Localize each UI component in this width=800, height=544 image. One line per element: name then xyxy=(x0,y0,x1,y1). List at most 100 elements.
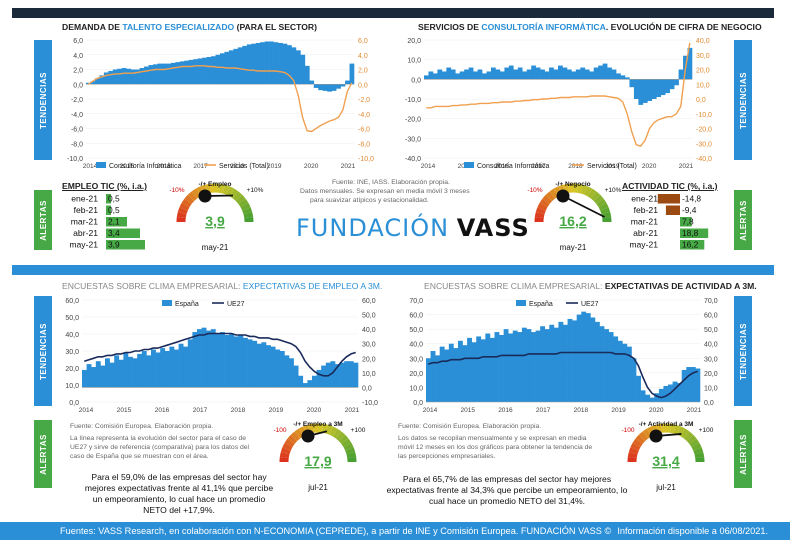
bar xyxy=(211,56,216,85)
bar xyxy=(82,369,87,388)
table-month: may-21 xyxy=(69,240,98,250)
bar xyxy=(206,330,212,388)
gauge-value: 31,4 xyxy=(652,453,679,469)
bar xyxy=(432,73,438,80)
bar xyxy=(645,394,651,402)
bar xyxy=(450,69,456,80)
y-left-tick: 0,0 xyxy=(411,77,421,84)
bar xyxy=(322,84,328,91)
bar xyxy=(540,326,546,402)
bar xyxy=(151,349,156,388)
gauge-segment xyxy=(669,423,676,434)
y-left-tick: 60,0 xyxy=(409,313,423,320)
table-bar xyxy=(106,228,140,238)
legend-label: Servicios (Total) xyxy=(587,163,637,170)
bar xyxy=(284,355,290,388)
gauge-empleo: -/+ Empleo -10% +10% 3,9 may-21 xyxy=(169,181,263,252)
bar xyxy=(135,69,140,85)
bar xyxy=(473,71,478,80)
bar xyxy=(642,79,648,103)
bar xyxy=(170,62,176,85)
bar xyxy=(269,41,274,85)
bar xyxy=(513,69,519,80)
bar xyxy=(593,67,599,80)
bar xyxy=(663,385,669,402)
gauge-segment xyxy=(689,438,700,448)
x-tick: 2016 xyxy=(494,163,509,170)
legend-swatch-bars xyxy=(464,162,474,168)
x-tick: 2014 xyxy=(421,163,436,170)
actividad-tic-table: ene-21 -14,8 feb-21 -9,4 mar-21 7,8 abr-21 18,8… xyxy=(629,194,709,250)
bar xyxy=(424,75,429,80)
bar xyxy=(130,69,136,85)
y-right-tick: 10,0 xyxy=(704,385,718,392)
bar xyxy=(531,332,536,402)
empleo-tic-header: EMPLEO TIC (%, i.a.) xyxy=(62,181,147,191)
bar xyxy=(654,393,660,402)
table-month: abr-21 xyxy=(633,228,658,238)
gauge-segment xyxy=(628,447,639,455)
y-right-tick: -40,0 xyxy=(696,156,712,163)
bar xyxy=(178,343,184,388)
y-right-tick: 50,0 xyxy=(362,313,376,320)
top-bar xyxy=(12,8,774,18)
gauge-segment xyxy=(232,191,243,202)
table-month: feb-21 xyxy=(74,205,99,215)
bar xyxy=(175,62,181,85)
bar xyxy=(215,54,221,85)
gauge-segment xyxy=(284,438,295,448)
bar xyxy=(633,79,639,99)
bar xyxy=(313,84,319,88)
gauge-segment xyxy=(240,202,251,211)
gauge-segment xyxy=(539,198,550,208)
bar xyxy=(535,67,541,80)
bar xyxy=(647,79,653,101)
bar xyxy=(340,84,346,87)
bar xyxy=(428,71,434,80)
y-left-tick: 40,0 xyxy=(409,342,423,349)
bar xyxy=(608,332,614,402)
bar xyxy=(604,329,609,402)
gauge-period: may-21 xyxy=(560,243,587,252)
bar xyxy=(656,79,662,98)
legend-label: Consultoría Informática xyxy=(477,163,549,170)
bar xyxy=(522,71,528,80)
gauge-segment xyxy=(587,188,597,199)
table-value: 3,9 xyxy=(108,240,120,250)
gauge-needle xyxy=(562,195,606,218)
bar xyxy=(155,352,161,388)
y-left-tick: -8,0 xyxy=(71,141,83,148)
table-value: 16,2 xyxy=(682,240,699,250)
gauge-segment xyxy=(325,424,333,435)
gauge-segment xyxy=(545,191,556,202)
series-line xyxy=(426,42,691,148)
gauge-segment xyxy=(534,212,545,219)
y-right-tick: 50,0 xyxy=(704,327,718,334)
x-tick: 2016 xyxy=(155,407,170,414)
bar xyxy=(256,343,262,388)
bar xyxy=(572,320,577,402)
bar xyxy=(251,43,257,85)
table-month: mar-21 xyxy=(631,217,658,227)
x-tick: 2020 xyxy=(304,163,319,170)
bar xyxy=(430,351,436,402)
bar xyxy=(580,67,586,80)
bar xyxy=(233,336,239,388)
gauge-segment xyxy=(673,424,681,435)
gauge-segment xyxy=(308,423,315,434)
bar xyxy=(345,80,350,85)
x-tick: 2016 xyxy=(498,407,513,414)
gauge-hub xyxy=(649,429,663,443)
x-tick: 2018 xyxy=(231,407,246,414)
bar xyxy=(567,318,573,402)
gauge-min: -100 xyxy=(273,427,286,434)
gauge-segment xyxy=(235,194,246,205)
x-tick: 2021 xyxy=(679,163,694,170)
bar xyxy=(504,67,510,80)
gauge-segment xyxy=(535,207,546,215)
y-right-tick: 30,0 xyxy=(704,356,718,363)
table-value: 3,4 xyxy=(108,228,120,238)
bar xyxy=(512,330,518,402)
gauge-min: -10% xyxy=(169,187,184,194)
y-right-tick: 30,0 xyxy=(362,342,376,349)
